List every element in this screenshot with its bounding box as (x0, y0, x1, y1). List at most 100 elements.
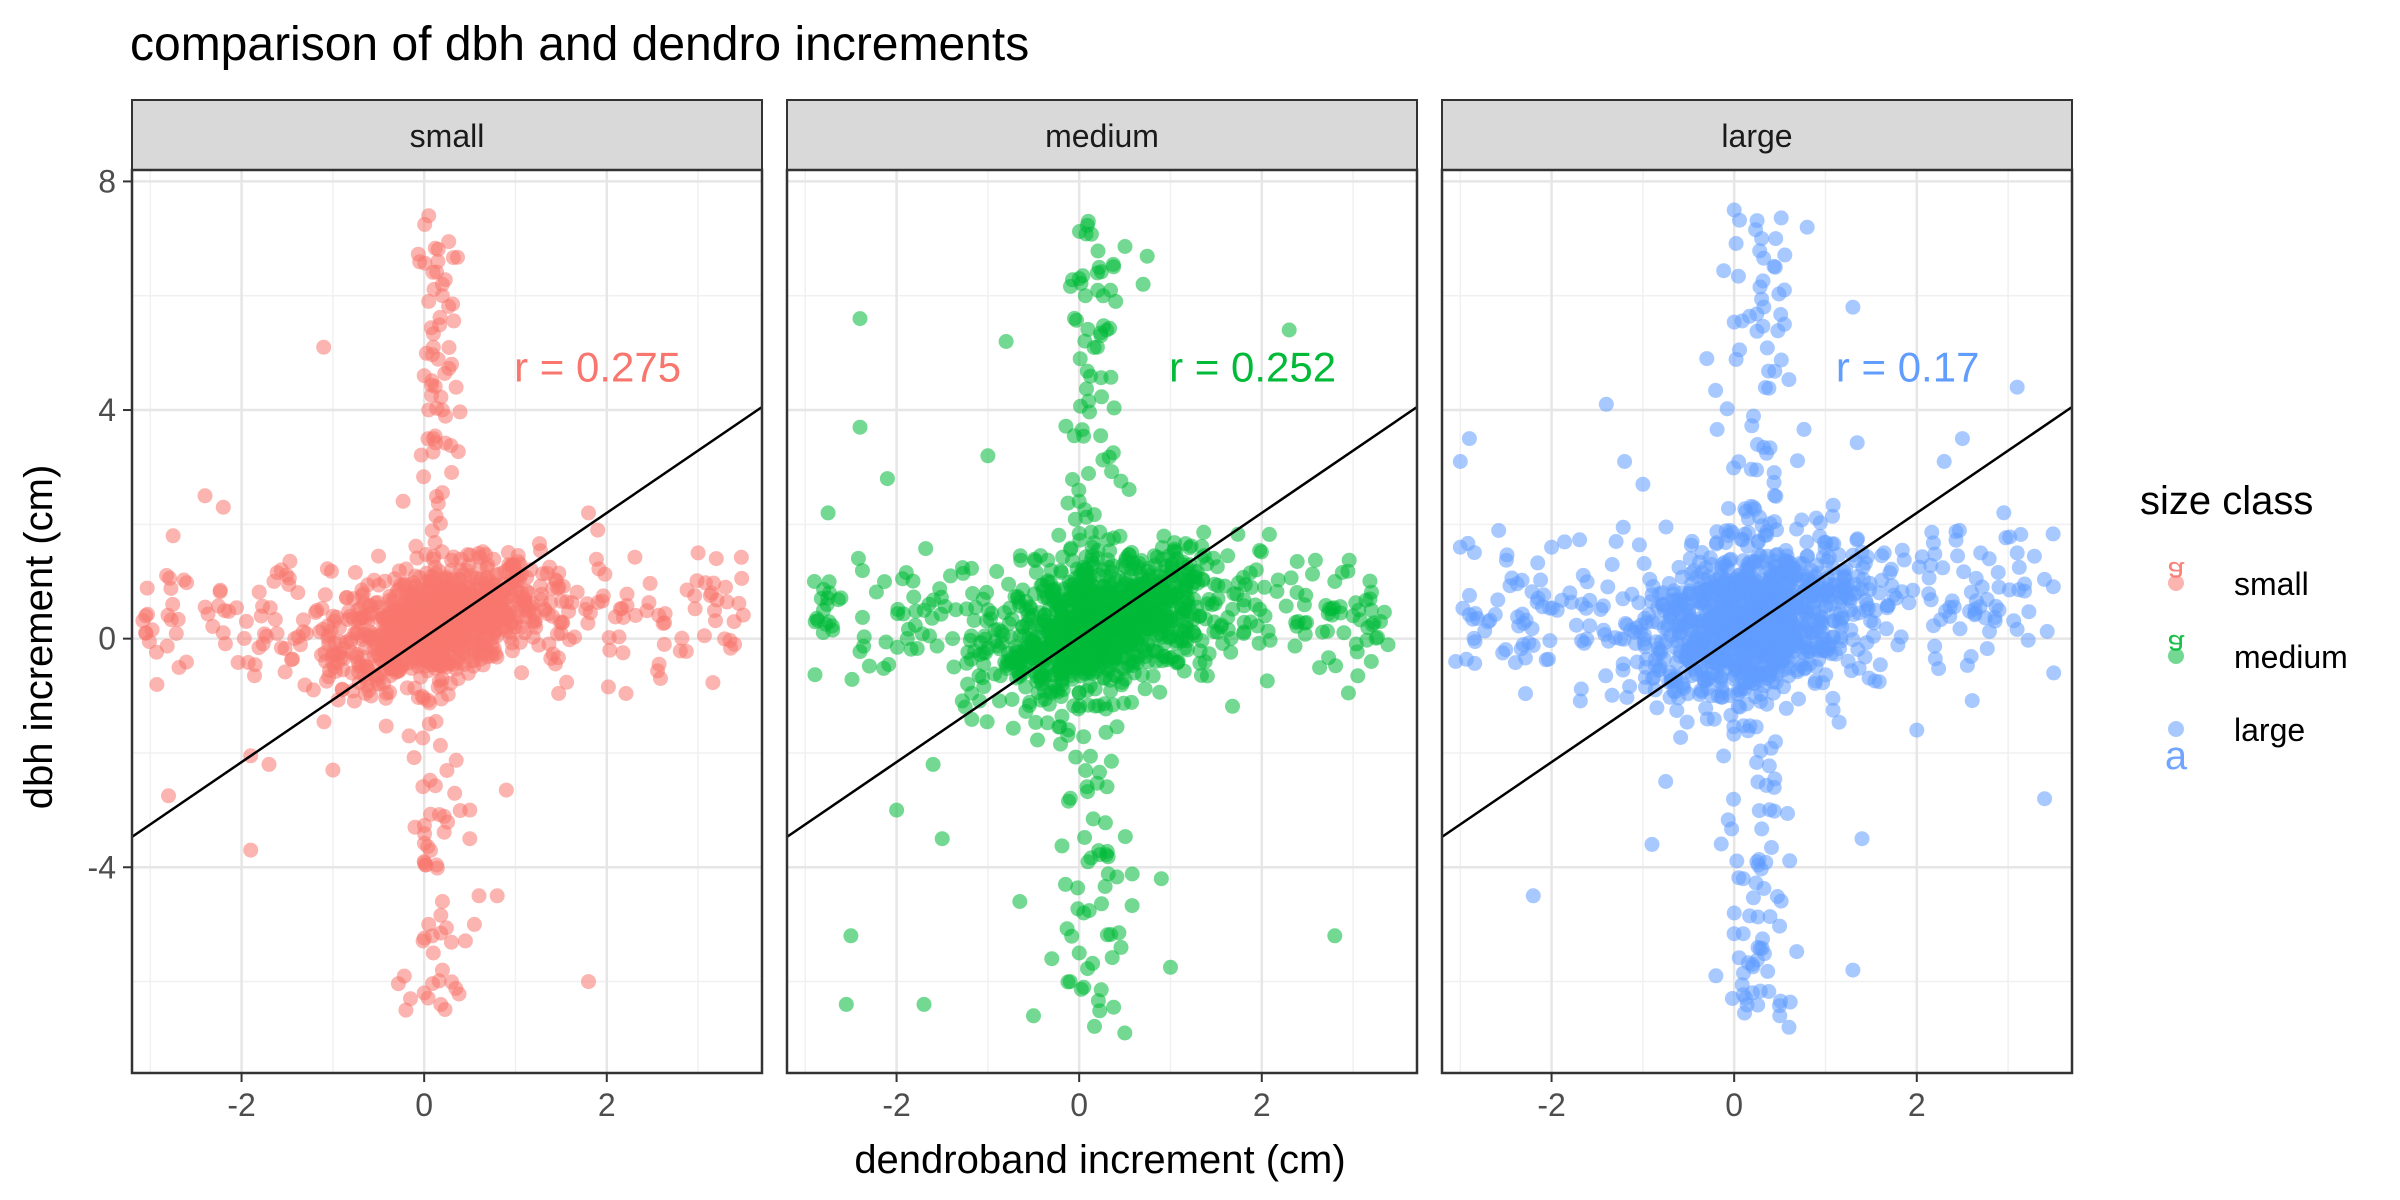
data-point (1593, 602, 1609, 617)
data-point (1090, 643, 1106, 659)
y-tick-label: 8 (98, 163, 116, 199)
data-point (1721, 501, 1736, 516)
data-point (1598, 668, 1614, 684)
data-point (1320, 606, 1336, 622)
data-point (1480, 614, 1496, 630)
data-point (1278, 598, 1294, 614)
data-point (1844, 663, 1859, 679)
data-point (1726, 622, 1742, 638)
data-point (1508, 655, 1523, 671)
data-point (1092, 764, 1107, 780)
data-point (277, 664, 293, 680)
data-point (1598, 396, 1614, 412)
data-point (433, 907, 449, 923)
data-point (430, 241, 446, 257)
data-point (1742, 908, 1758, 924)
data-point (421, 293, 437, 309)
data-point (367, 595, 383, 611)
data-point (1726, 791, 1741, 807)
data-point (424, 387, 440, 403)
data-point (1905, 582, 1921, 598)
data-point (945, 631, 961, 647)
data-point (316, 339, 332, 355)
data-point (165, 528, 181, 544)
data-point (212, 584, 228, 600)
data-point (1601, 633, 1616, 649)
data-point (948, 602, 964, 618)
data-point (1786, 631, 1802, 647)
data-point (1452, 539, 1468, 555)
data-point (1764, 840, 1779, 855)
facet-panels: small r = 0.275 -2 0 2 -4 0 4 8 medium r = 0.252 -2… (88, 99, 2074, 1123)
data-point (733, 549, 749, 565)
correlation-annotation: r = 0.252 (1169, 343, 1336, 390)
data-point (2046, 665, 2062, 681)
data-point (901, 621, 916, 637)
data-point (421, 208, 437, 224)
data-point (269, 565, 285, 581)
data-point (1766, 474, 1782, 490)
data-point (391, 563, 407, 579)
data-point (1525, 888, 1541, 904)
data-point (1336, 625, 1352, 641)
data-point (1924, 524, 1940, 540)
data-point (1096, 696, 1112, 712)
data-point (1498, 552, 1514, 568)
data-point (1113, 939, 1129, 955)
data-point (448, 379, 464, 395)
data-point (416, 368, 432, 384)
data-point (1166, 541, 1182, 557)
data-point (1071, 493, 1087, 509)
data-point (1223, 644, 1239, 660)
data-point (1671, 559, 1687, 575)
data-point (1799, 534, 1815, 550)
data-point (979, 714, 995, 730)
data-point (427, 778, 443, 794)
data-point (1890, 637, 1906, 653)
data-point (471, 646, 487, 662)
data-point (395, 493, 411, 509)
data-point (1709, 524, 1725, 540)
data-point (1058, 418, 1074, 434)
data-point (1826, 536, 1842, 552)
data-point (1513, 641, 1529, 657)
data-point (1679, 714, 1695, 730)
data-point (439, 763, 455, 778)
data-point (1845, 632, 1861, 648)
data-point (551, 685, 567, 701)
data-point (1745, 890, 1761, 906)
data-point (462, 802, 478, 818)
data-point (1825, 702, 1841, 718)
data-point (1327, 928, 1343, 944)
data-point (1752, 983, 1768, 999)
data-point (1080, 697, 1096, 713)
data-point (1062, 974, 1078, 990)
data-point (600, 679, 616, 695)
data-point (1261, 526, 1277, 542)
data-point (1077, 830, 1093, 845)
data-point (1137, 681, 1153, 697)
data-point (1756, 299, 1772, 315)
data-point (1290, 614, 1306, 629)
data-point (1270, 572, 1286, 588)
data-point (388, 606, 403, 621)
y-tick-label: -4 (88, 849, 116, 885)
data-point (438, 920, 454, 936)
data-point (420, 839, 436, 855)
data-point (1509, 576, 1525, 592)
data-point (1681, 596, 1696, 612)
data-point (1491, 523, 1507, 538)
data-point (1719, 401, 1735, 417)
data-point (1362, 591, 1378, 607)
data-point (1861, 670, 1877, 686)
data-point (1363, 602, 1379, 618)
data-point (1097, 815, 1113, 831)
data-point (1847, 577, 1863, 592)
data-point (1340, 685, 1356, 701)
data-point (696, 628, 712, 644)
data-point (425, 444, 441, 460)
data-point (844, 671, 860, 687)
data-point (1909, 722, 1925, 738)
data-point (1749, 755, 1765, 770)
x-tick-label: 2 (1253, 1087, 1271, 1123)
